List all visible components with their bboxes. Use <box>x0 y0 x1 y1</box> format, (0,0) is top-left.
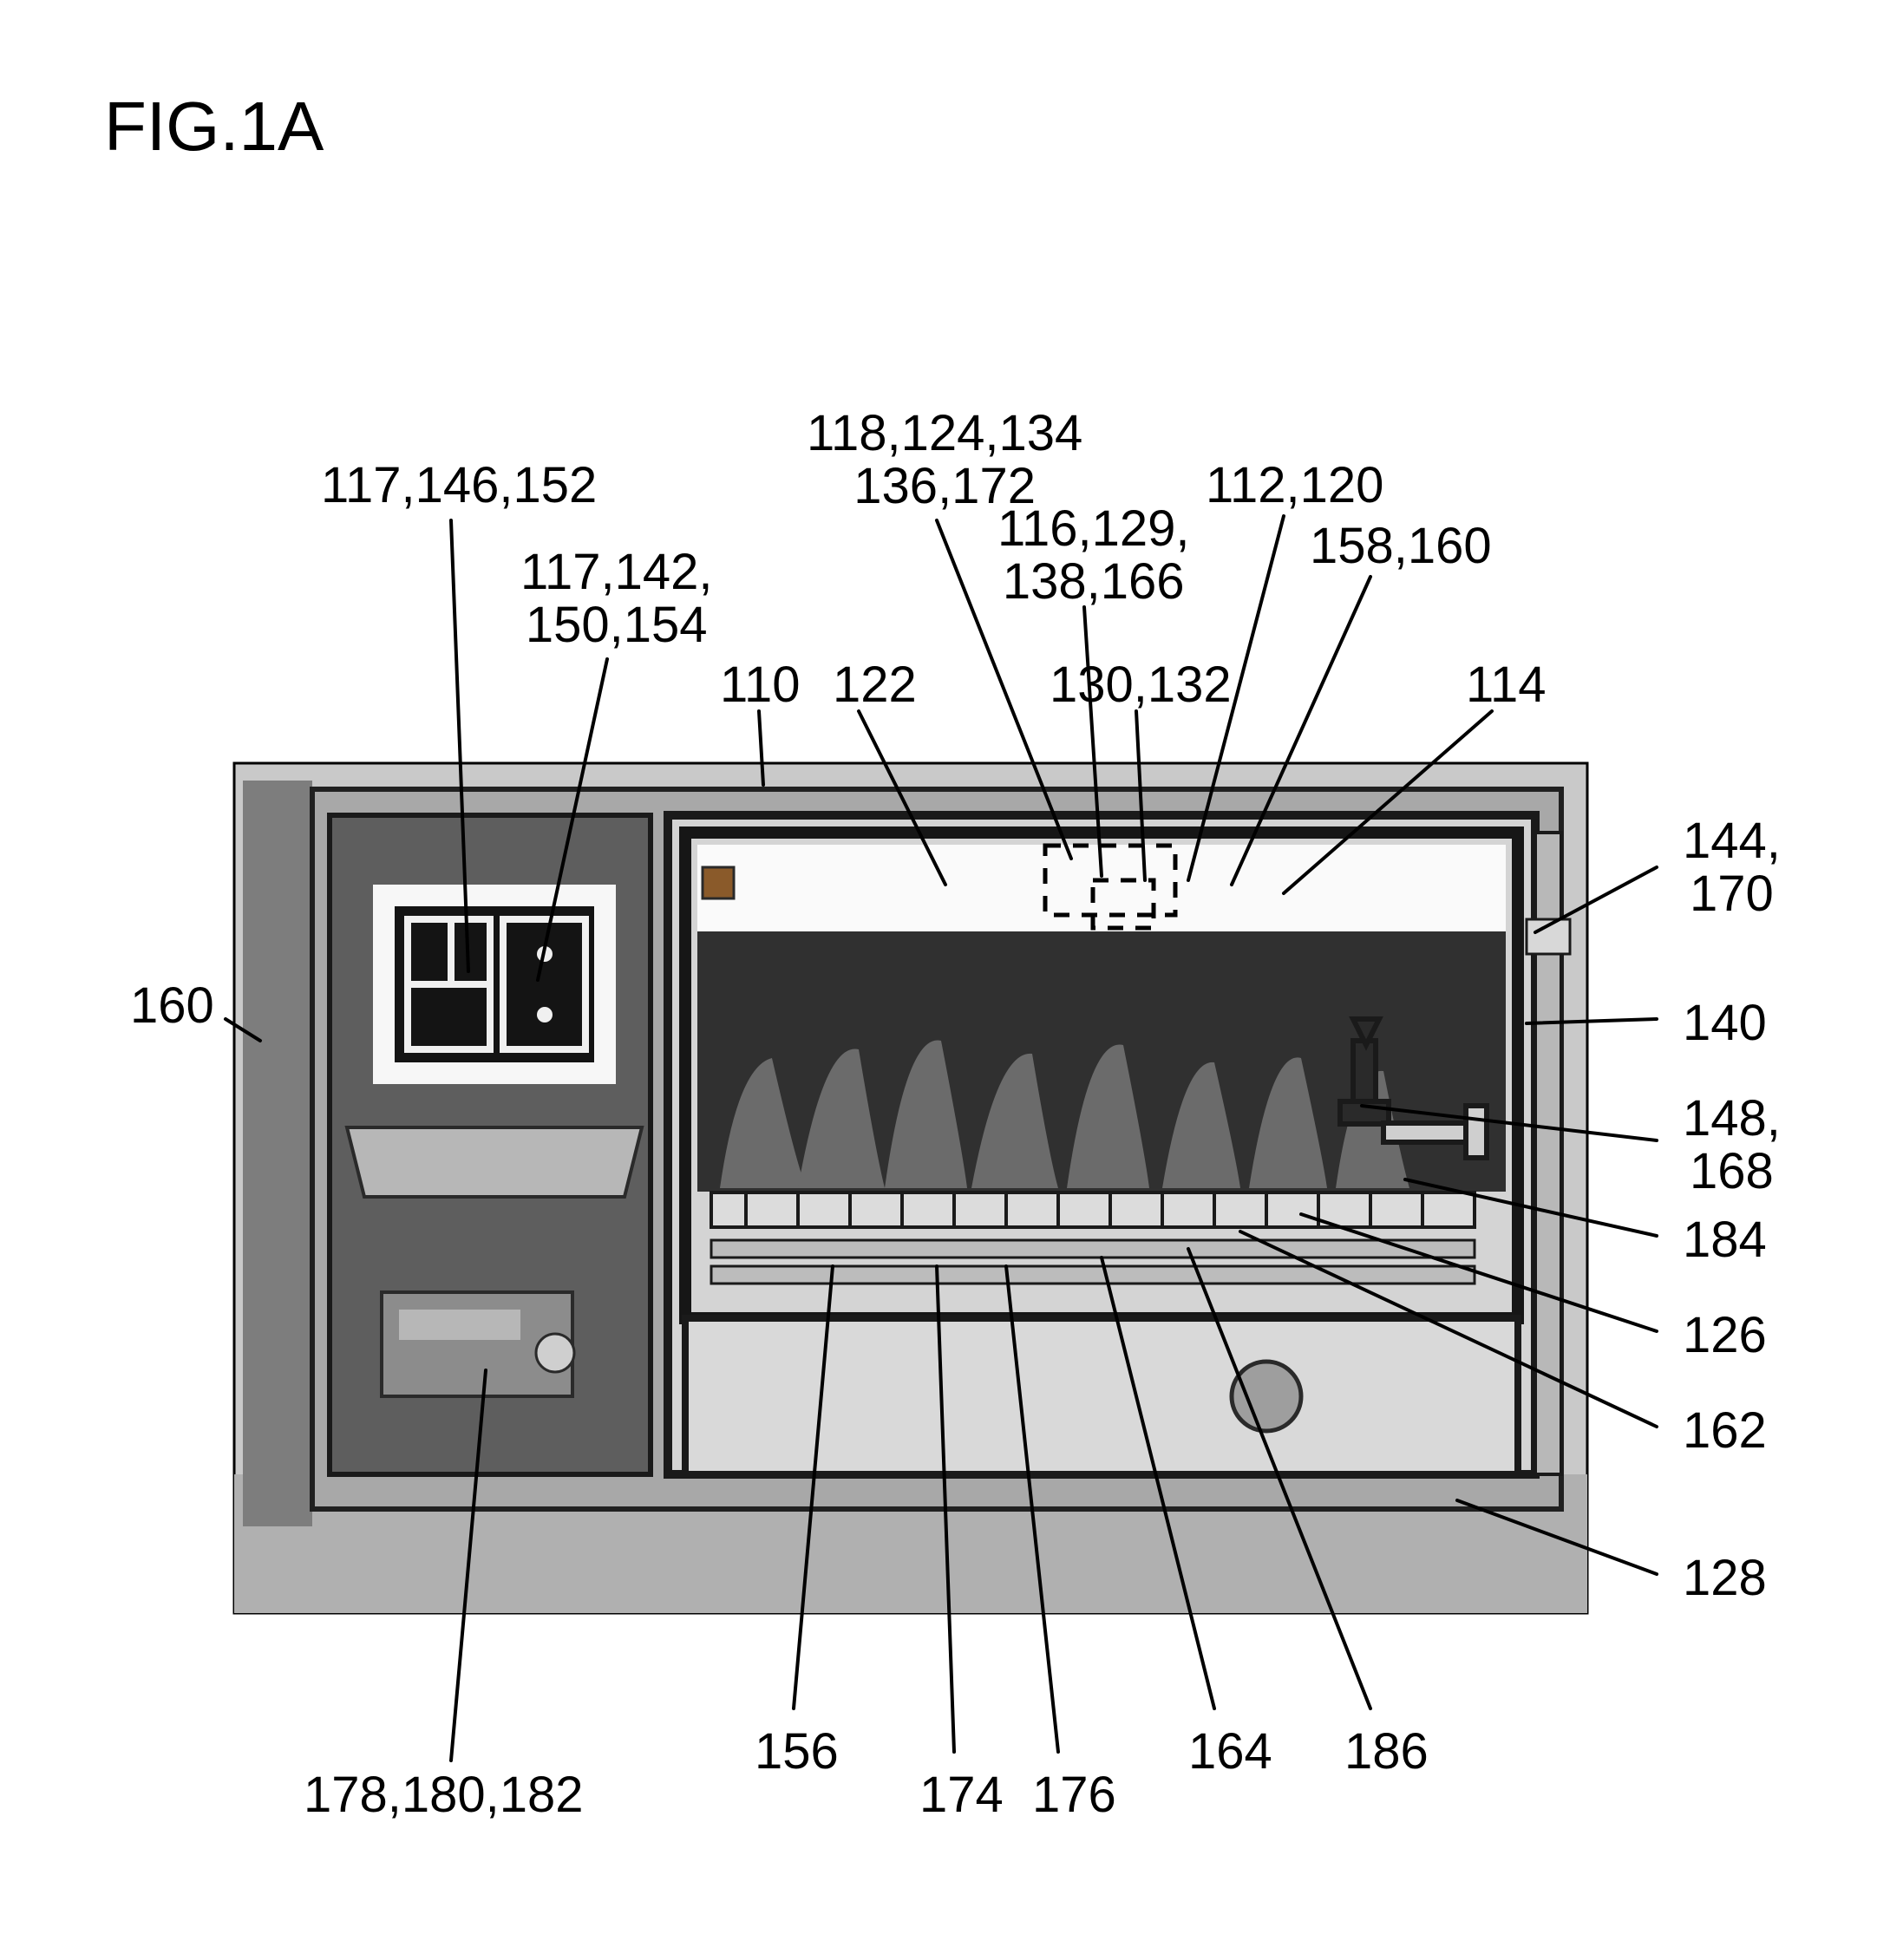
label-176: 176 <box>1032 1769 1116 1822</box>
label-186: 186 <box>1344 1726 1429 1779</box>
label-128: 128 <box>1683 1552 1767 1605</box>
label-164: 164 <box>1188 1726 1272 1779</box>
label-116-129-138-166: 116,129, 138,166 <box>997 503 1189 609</box>
label-162: 162 <box>1683 1405 1767 1458</box>
page: FIG.1A <box>0 0 1890 1960</box>
label-156: 156 <box>755 1726 839 1779</box>
label-118-124-134-136-172: 118,124,134 136,172 <box>807 408 1082 513</box>
label-126: 126 <box>1683 1310 1767 1362</box>
label-184: 184 <box>1683 1214 1767 1267</box>
photo-group <box>234 763 1587 1613</box>
label-174: 174 <box>919 1769 1004 1822</box>
label-110: 110 <box>720 659 800 712</box>
label-112-120: 112,120 <box>1206 460 1383 513</box>
label-114: 114 <box>1466 659 1546 712</box>
label-122: 122 <box>833 659 917 712</box>
label-140: 140 <box>1683 997 1767 1050</box>
label-117-142-150-154: 117,142, 150,154 <box>520 546 712 652</box>
label-160: 160 <box>130 980 214 1033</box>
label-117-146-152: 117,146,152 <box>321 460 597 513</box>
label-130-132: 130,132 <box>1050 659 1232 712</box>
figure-title: FIG.1A <box>104 87 324 167</box>
figure-svg <box>0 0 1890 1960</box>
label-158-160: 158,160 <box>1310 520 1492 573</box>
label-178-180-182: 178,180,182 <box>304 1769 584 1822</box>
label-144-170: 144, 170 <box>1683 815 1781 921</box>
label-148-168: 148, 168 <box>1683 1093 1781 1199</box>
